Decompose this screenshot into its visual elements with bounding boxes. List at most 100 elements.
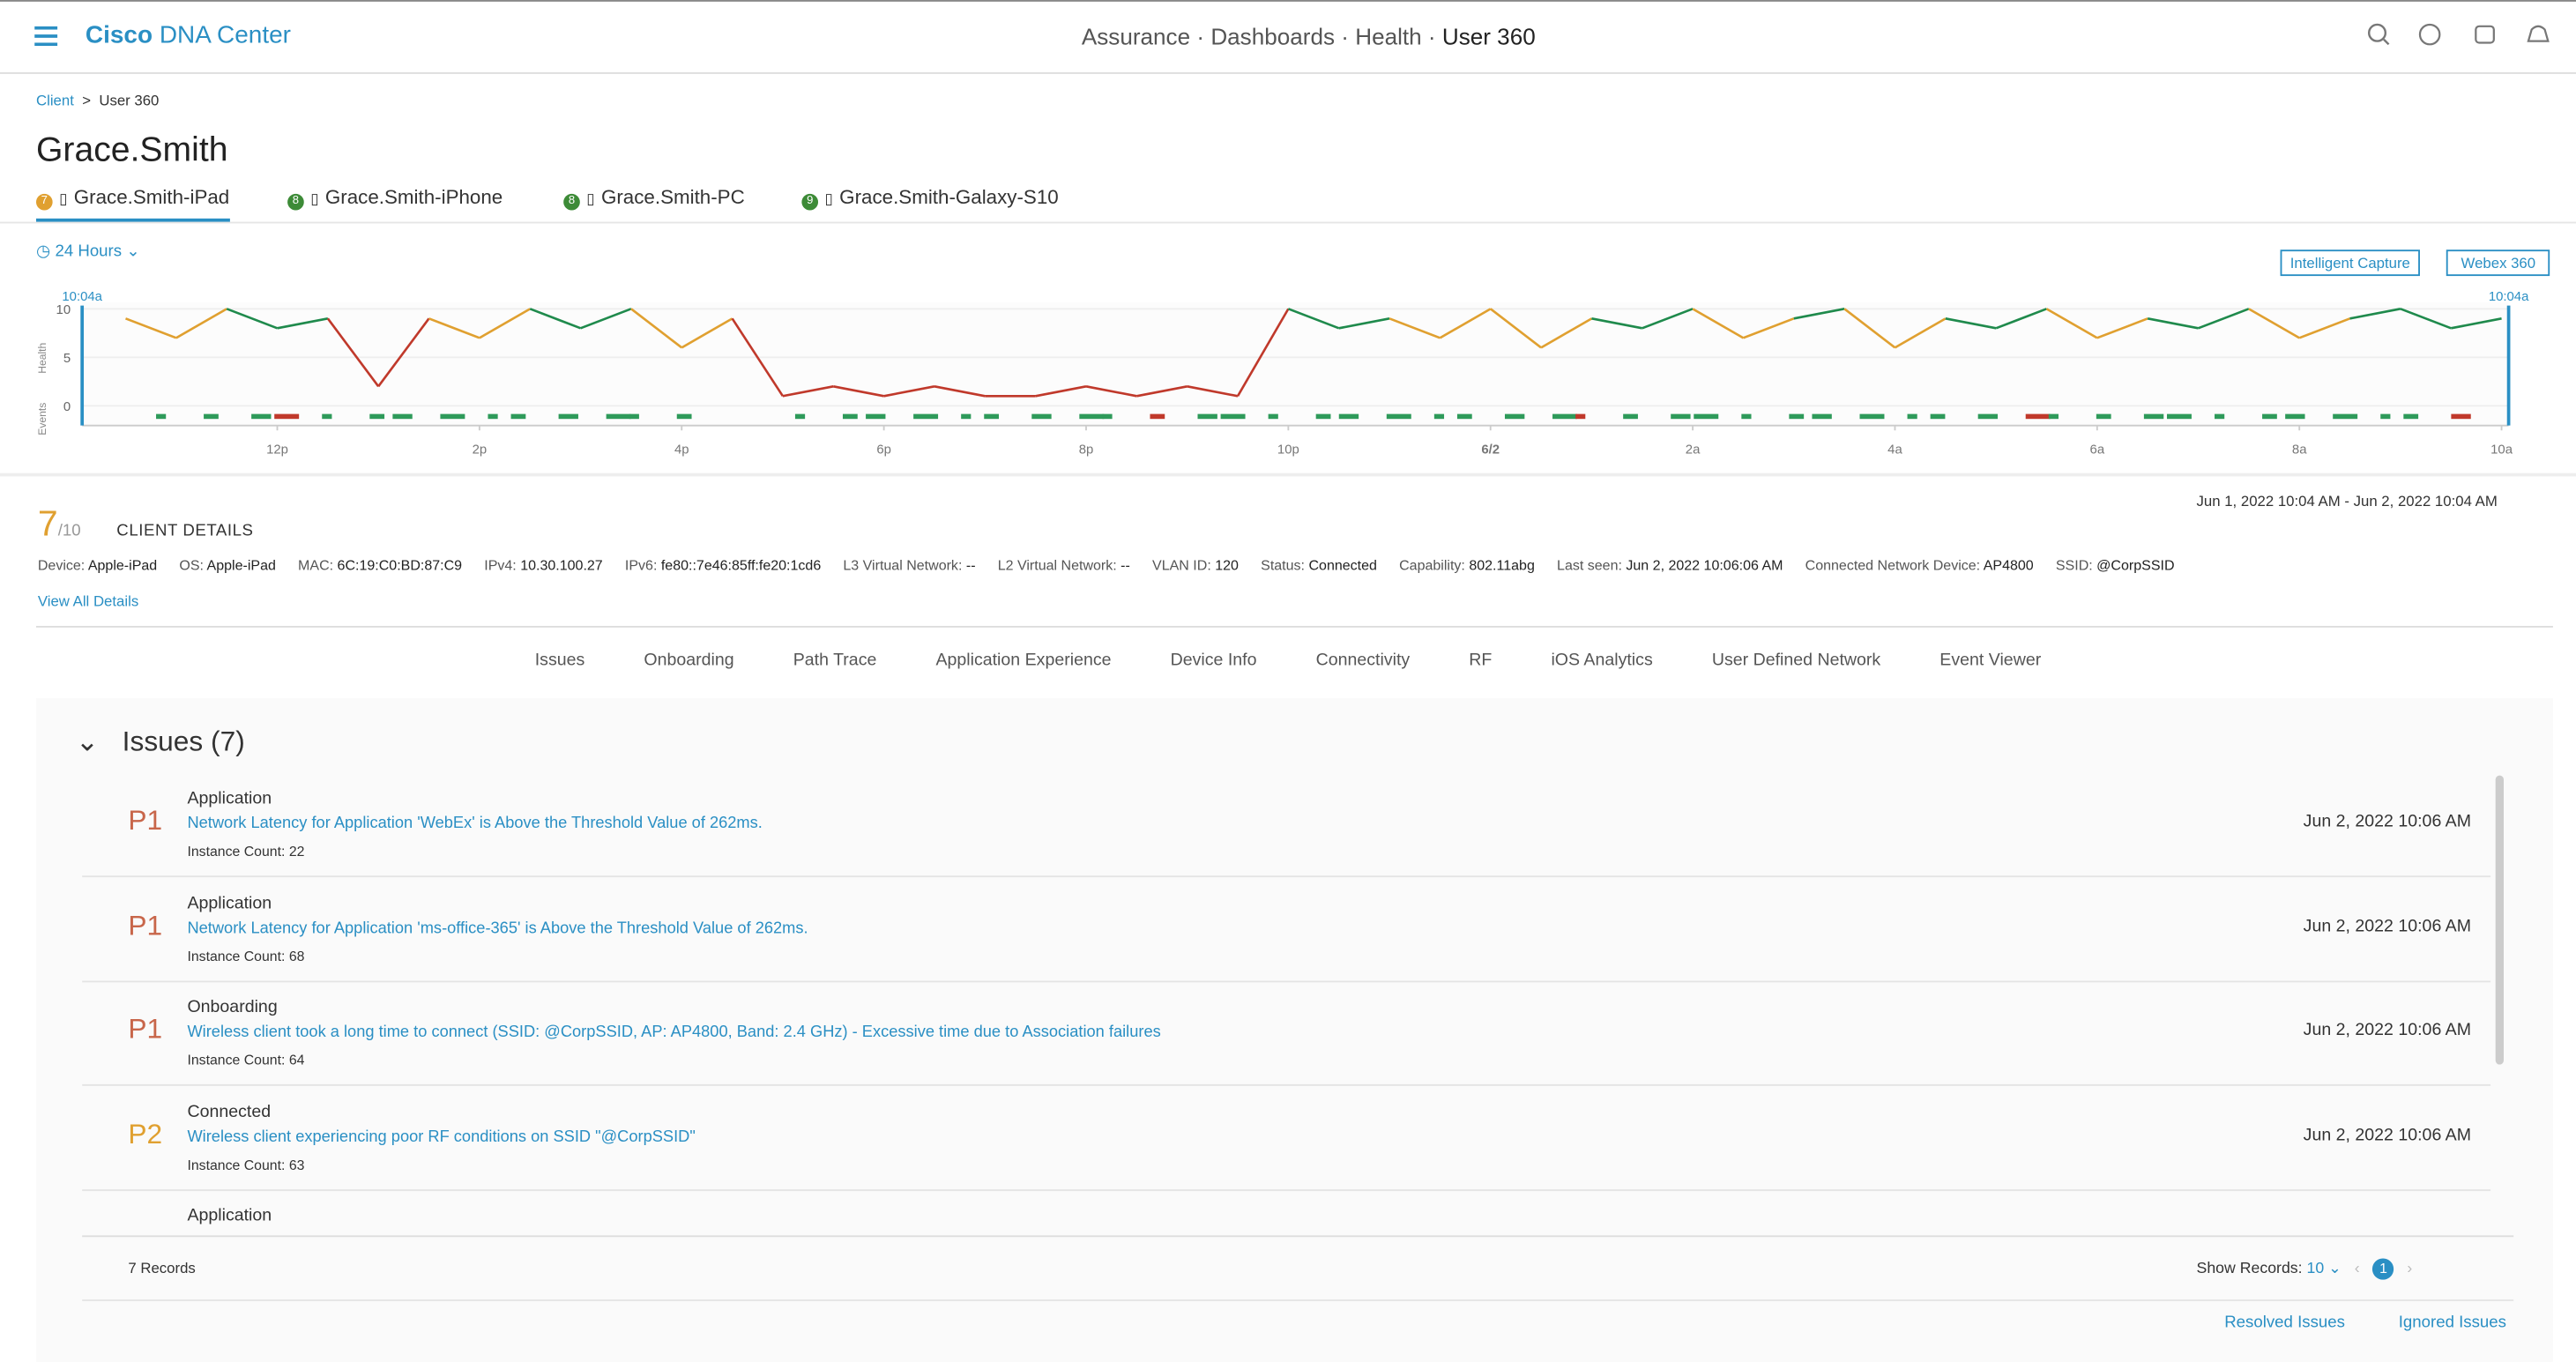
health-line [1287,308,1340,330]
event [1671,413,1691,420]
health-line [2096,317,2148,339]
button[interactable]: Webex 360 [2446,249,2550,277]
description[interactable]: Network Latency for Application 'ms-offi… [187,919,808,938]
event [1741,413,1752,420]
device-tab[interactable]: 8 ▯ Grace.Smith-PC [563,186,745,219]
event [984,413,1000,420]
tab[interactable]: Issues [534,650,585,671]
field-value: @CorpSSID [2096,556,2175,574]
device-tab[interactable]: 8 ▯ Grace.Smith-iPhone [287,186,503,219]
product-name: DNA Center [159,21,291,49]
view-all-link[interactable]: View All Details [37,592,139,610]
separator: · [1190,23,1211,49]
path-item: Assurance [1081,23,1191,49]
client-field: OS: Apple-iPad [179,557,276,574]
health-line [125,317,177,339]
issues-title: Issues (7) [122,726,245,758]
issue-row[interactable]: Application [82,1189,2490,1235]
time-range-text: 24 Hours [55,242,123,262]
instance-value: 68 [288,947,305,964]
event [676,413,692,420]
field-label: IPv4: [484,556,517,574]
health-line [1793,308,1845,320]
event [251,413,272,420]
event [2048,413,2059,420]
resolved-link[interactable]: Resolved Issues [2224,1314,2345,1333]
event [2166,413,2192,420]
event [2025,413,2051,420]
device-icon: ▯ [310,190,319,207]
health-line [175,308,227,339]
tab[interactable]: Device Info [1170,650,1257,671]
show-records[interactable]: Show Records: 10 ⌄ ‹ 1 › [2196,1258,2413,1280]
tab[interactable]: User Defined Network [1711,650,1881,671]
tab[interactable]: iOS Analytics [1551,650,1653,671]
issues-header[interactable]: ⌄ Issues (7) [75,726,245,758]
health-line [1439,308,1492,339]
event [2403,413,2419,420]
breadcrumb-link[interactable]: Client [35,92,74,108]
device-tab[interactable]: 9 ▯ Grace.Smith-Galaxy-S10 [801,186,1059,219]
event [2143,413,2164,420]
tab[interactable]: Path Trace [793,650,877,671]
health-line [2147,317,2199,330]
device-icon: ▯ [59,190,68,207]
tab[interactable]: Connectivity [1315,650,1411,671]
brand: Cisco DNA Center [86,21,291,49]
client-field: VLAN ID: 120 [1152,557,1239,574]
event [794,413,806,420]
field-value: -- [1120,556,1130,574]
client-field: Capability: 802.11abg [1399,557,1535,574]
plot-bg [82,301,2509,428]
event [2262,413,2277,420]
divider [35,626,2553,628]
time-marker-label: 10:04a [2489,290,2529,304]
page-path: Assurance · Dashboards · Health · User 3… [0,23,2576,49]
description[interactable]: Network Latency for Application 'WebEx' … [187,815,763,833]
event [1150,413,1165,420]
issue-row[interactable]: P1 Application Network Latency for Applica… [82,772,2491,878]
tab[interactable]: Event Viewer [1939,650,2042,671]
menu-icon[interactable] [34,26,58,47]
ignored-link[interactable]: Ignored Issues [2398,1314,2507,1333]
show-records-label: Show Records: [2196,1260,2303,1278]
event [1907,413,1917,420]
button[interactable]: Intelligent Capture [2280,249,2421,277]
issue-row[interactable]: P1 Onboarding Wireless client took a long … [82,981,2491,1086]
y-tick-label: 5 [63,352,71,366]
event [1859,413,1885,420]
health-line [2198,308,2250,330]
tab[interactable]: Application Experience [935,650,1112,671]
device-tab[interactable]: 7 ▯ Grace.Smith-iPad [35,186,230,222]
tab[interactable]: RF [1469,650,1493,671]
event [1789,413,1805,420]
description[interactable]: Wireless client experiencing poor RF con… [187,1128,696,1146]
event [1197,413,1217,420]
client-field: Status: Connected [1261,557,1377,574]
description[interactable]: Wireless client took a long time to conn… [187,1023,1161,1042]
event [274,413,300,420]
user-name: Grace.Smith [35,131,228,169]
client-field: Device: Apple-iPad [38,557,157,574]
issue-row[interactable]: P2 Connected Wireless client experiencing … [82,1085,2491,1191]
x-tick-label: 8a [2292,443,2307,457]
scrollbar[interactable] [2495,775,2505,1065]
time-range[interactable]: ◷ 24 Hours ⌄ [35,242,140,262]
field-label: Connected Network Device: [1805,556,1981,574]
issue-row[interactable]: P1 Application Network Latency for Applica… [82,876,2491,982]
health-line [1035,385,1087,398]
event [1552,413,1577,420]
x-tick-label: 10p [1277,443,1299,457]
instance-value: 64 [288,1051,305,1068]
y-tick-label: 0 [63,400,71,414]
health-line [2298,317,2351,339]
page-number[interactable]: 1 [2372,1258,2394,1280]
health-line [529,308,582,330]
tab[interactable]: Onboarding [644,650,734,671]
client-field: SSID: @CorpSSID [2056,557,2175,574]
health-line [1540,317,1593,349]
health-line [2450,317,2502,330]
health-line [1187,385,1239,398]
breadcrumb: Client > User 360 [35,92,160,108]
